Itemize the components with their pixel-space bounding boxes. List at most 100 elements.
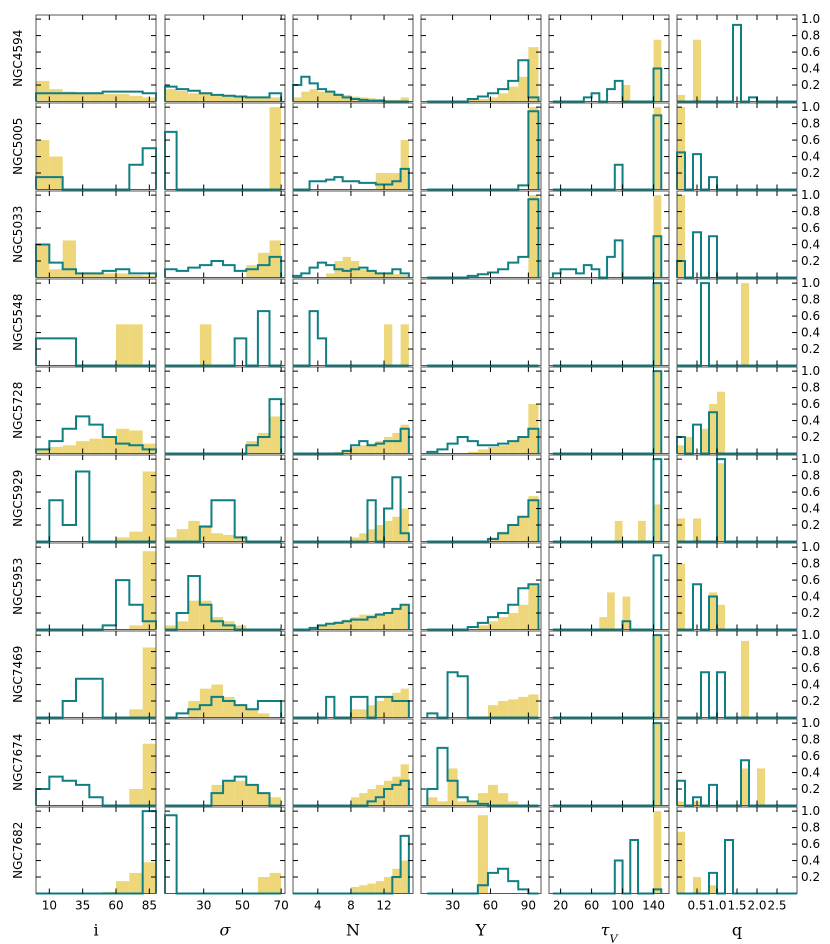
filled-bar bbox=[614, 520, 623, 542]
filled-bar bbox=[709, 885, 717, 894]
panel-frame bbox=[676, 278, 798, 366]
panel-ngc5929-i bbox=[35, 454, 157, 543]
filled-bar bbox=[211, 533, 224, 542]
filled-bar bbox=[693, 39, 701, 102]
step-histogram-line bbox=[293, 834, 410, 895]
filled-bar bbox=[165, 89, 177, 102]
panel-ngc5953-N bbox=[292, 542, 414, 631]
filled-bar bbox=[62, 240, 76, 278]
y-tick-label: 1.0 bbox=[801, 364, 820, 378]
filled-bar bbox=[269, 797, 282, 806]
filled-bar bbox=[528, 195, 539, 278]
filled-bar bbox=[400, 860, 409, 894]
y-tick-label: 0.4 bbox=[801, 854, 820, 868]
panel-frame bbox=[292, 14, 414, 102]
x-tick-label: 60 bbox=[584, 899, 599, 913]
filled-bar bbox=[677, 94, 685, 102]
filled-bar bbox=[677, 518, 685, 542]
y-tick-label: 0.2 bbox=[801, 782, 820, 796]
y-tick-label: 0.4 bbox=[801, 590, 820, 604]
filled-bar bbox=[717, 604, 725, 630]
filled-bar bbox=[176, 529, 189, 542]
panel-ngc7674-tauV bbox=[548, 718, 670, 807]
filled-bar bbox=[375, 441, 385, 454]
y-tick-label: 1.0 bbox=[801, 100, 820, 114]
y-tick-label: 1.0 bbox=[801, 628, 820, 642]
filled-bar bbox=[384, 324, 393, 366]
step-histogram-line bbox=[552, 634, 663, 719]
filled-bar bbox=[350, 537, 360, 542]
y-tick-label: 0.4 bbox=[801, 766, 820, 780]
filled-bar bbox=[717, 463, 725, 542]
filled-bar bbox=[375, 173, 385, 190]
panel-ngc7682-Y bbox=[420, 806, 542, 895]
panel-ngc5728-i bbox=[35, 366, 157, 454]
filled-bar bbox=[701, 428, 709, 454]
filled-bar bbox=[528, 694, 539, 718]
step-histogram-line bbox=[165, 310, 282, 367]
filled-bar bbox=[257, 877, 270, 894]
filled-bar bbox=[437, 801, 448, 806]
y-tick-label: 1.0 bbox=[801, 540, 820, 554]
panel-frame bbox=[420, 278, 542, 366]
panel-ngc4594-q bbox=[676, 14, 798, 103]
panel-ngc5953-q bbox=[676, 542, 798, 631]
panel-frame bbox=[35, 190, 157, 278]
x-tick-label: 60 bbox=[108, 899, 123, 913]
panel-frame bbox=[35, 630, 157, 718]
panel-frame bbox=[420, 542, 542, 630]
panel-ngc5728-N bbox=[292, 366, 414, 455]
panel-frame bbox=[292, 190, 414, 278]
panel-ngc5728-Y bbox=[420, 366, 542, 454]
step-histogram-line bbox=[36, 579, 157, 631]
panel-ngc4594-sigma bbox=[164, 14, 286, 102]
filled-bar bbox=[400, 764, 409, 806]
y-tick-label: 0.4 bbox=[801, 502, 820, 516]
panel-frame bbox=[35, 366, 157, 454]
panel-ngc5929-Y bbox=[420, 454, 542, 543]
x-tick-label: 10 bbox=[42, 899, 57, 913]
y-tick-label: 1.0 bbox=[801, 452, 820, 466]
filled-bar bbox=[367, 443, 376, 454]
filled-bar bbox=[653, 635, 662, 718]
filled-bar bbox=[211, 684, 224, 718]
panel-ngc5728-sigma bbox=[164, 366, 286, 455]
filled-bar bbox=[269, 97, 282, 102]
panel-ngc7682-N bbox=[292, 806, 414, 895]
y-tick-label: 0.4 bbox=[801, 238, 820, 252]
panel-frame bbox=[420, 190, 542, 278]
panel-ngc4594-tauV bbox=[548, 14, 670, 103]
filled-bar bbox=[487, 705, 499, 718]
panel-ngc5728-q bbox=[676, 366, 798, 455]
row-label-ngc5728: NGC5728 bbox=[11, 382, 25, 439]
filled-bar bbox=[350, 446, 360, 454]
panel-ngc5929-sigma bbox=[164, 454, 286, 543]
filled-bar bbox=[367, 789, 376, 806]
filled-bar bbox=[384, 520, 393, 542]
panel-ngc7674-q bbox=[676, 718, 798, 807]
step-histogram-line bbox=[292, 75, 409, 103]
filled-bar bbox=[116, 537, 130, 542]
panel-ngc7674-sigma bbox=[164, 718, 286, 807]
y-tick-label: 0.2 bbox=[801, 254, 820, 268]
filled-bar bbox=[223, 95, 235, 102]
panel-frame bbox=[164, 718, 286, 806]
filled-bar bbox=[400, 275, 409, 278]
filled-bar bbox=[741, 768, 749, 806]
panel-frame bbox=[164, 454, 286, 542]
filled-bar bbox=[717, 391, 725, 454]
panel-frame bbox=[35, 454, 157, 542]
x-axis-label-q: q bbox=[732, 921, 742, 940]
filled-bar bbox=[246, 265, 258, 278]
step-histogram-line bbox=[36, 470, 156, 543]
filled-bar bbox=[199, 600, 212, 630]
filled-bar bbox=[36, 244, 50, 278]
y-tick-label: 0.8 bbox=[801, 469, 820, 483]
panel-frame bbox=[420, 102, 542, 190]
panel-frame bbox=[676, 630, 798, 718]
filled-bar bbox=[392, 776, 401, 806]
filled-bar bbox=[342, 619, 351, 630]
x-axis-label-sigma: σ bbox=[220, 921, 232, 940]
x-tick-label: 90 bbox=[521, 899, 536, 913]
